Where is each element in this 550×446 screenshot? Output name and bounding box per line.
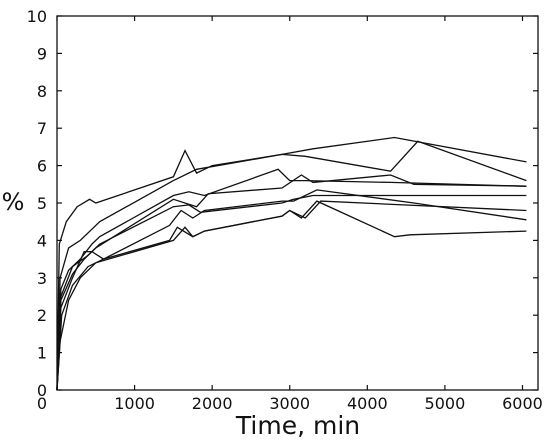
plot-frame bbox=[56, 15, 539, 391]
plot-area: 0 1 2 3 4 5 6 7 8 9 10 0 1000 2000 3000 4000 5000 6000 bbox=[27, 7, 543, 413]
y-axis-title: % bbox=[2, 188, 25, 216]
x-tick-label: 5000 bbox=[425, 394, 466, 413]
y-tick-label: 7 bbox=[37, 119, 47, 138]
y-tick-label: 3 bbox=[37, 269, 47, 288]
x-tick-label: 4000 bbox=[347, 394, 388, 413]
y-tick-label: 4 bbox=[37, 231, 47, 250]
series-line-2 bbox=[56, 136, 527, 391]
y-tick-label: 0 bbox=[37, 381, 47, 400]
y-tick-label: 5 bbox=[37, 194, 47, 213]
y-tick-label: 2 bbox=[37, 306, 47, 325]
series-line-8 bbox=[56, 200, 527, 391]
series-line-4 bbox=[56, 174, 527, 391]
x-axis-title: Time, min bbox=[235, 411, 360, 440]
x-tick-label: 6000 bbox=[502, 394, 543, 413]
series-line-3 bbox=[56, 168, 527, 391]
series-line-6 bbox=[56, 189, 527, 391]
x-tick-label: 2000 bbox=[192, 394, 233, 413]
y-tick-label: 10 bbox=[27, 7, 47, 26]
y-tick-label: 6 bbox=[37, 157, 47, 176]
x-tick-label: 3000 bbox=[269, 394, 310, 413]
series-line-1 bbox=[56, 140, 527, 391]
x-tick-label: 0 bbox=[37, 394, 47, 413]
series-line-5 bbox=[56, 194, 527, 391]
y-tick-label: 1 bbox=[37, 344, 47, 363]
y-tick-label: 9 bbox=[37, 44, 47, 63]
x-tick-label: 1000 bbox=[114, 394, 155, 413]
y-tick-label: 8 bbox=[37, 82, 47, 101]
